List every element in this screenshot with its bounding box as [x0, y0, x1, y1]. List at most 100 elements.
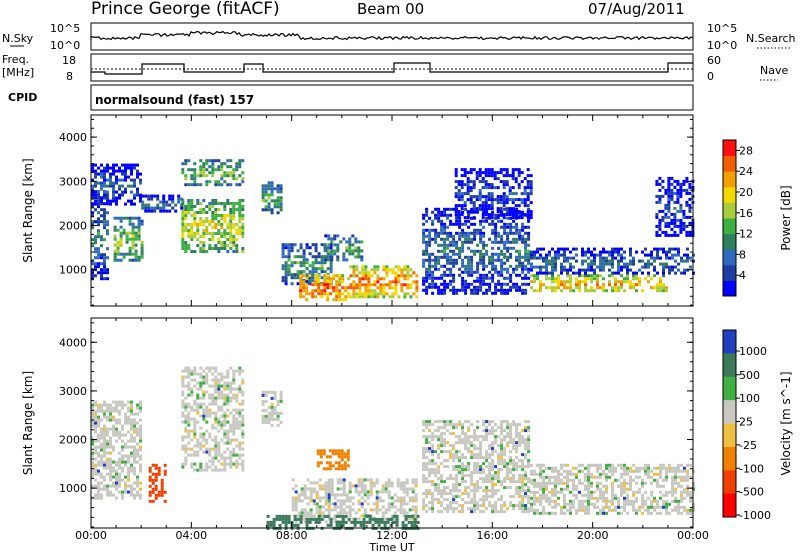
heatmap-cell: [223, 220, 227, 223]
heatmap-cell: [106, 403, 109, 407]
heatmap-cell: [673, 179, 677, 183]
heatmap-cell: [351, 517, 355, 521]
heatmap-cell: [187, 432, 191, 436]
heatmap-cell: [411, 496, 415, 500]
heatmap-cell: [100, 208, 103, 212]
heatmap-cell: [658, 197, 662, 201]
heatmap-cell: [469, 180, 473, 184]
heatmap-cell: [524, 267, 528, 271]
heatmap-cell: [523, 213, 527, 217]
heatmap-cell: [238, 202, 242, 205]
heatmap-cell: [220, 223, 224, 226]
heatmap-cell: [497, 510, 501, 514]
heatmap-cell: [422, 216, 426, 220]
heatmap-cell: [623, 277, 626, 281]
heatmap-cell: [333, 249, 337, 253]
heatmap-cell: [211, 214, 215, 217]
heatmap-cell: [205, 250, 209, 253]
heatmap-cell: [168, 209, 172, 213]
heatmap-cell: [587, 289, 590, 293]
heatmap-cell: [542, 511, 545, 515]
heatmap-cell: [506, 240, 510, 244]
heatmap-cell: [511, 177, 515, 181]
heatmap-cell: [106, 277, 109, 281]
heatmap-cell: [232, 177, 236, 181]
heatmap-cell: [472, 168, 476, 172]
heatmap-cell: [238, 183, 242, 187]
heatmap-cell: [554, 250, 557, 254]
heatmap-cell: [372, 484, 376, 488]
heatmap-cell: [461, 507, 465, 511]
heatmap-cell: [425, 441, 429, 445]
heatmap-cell: [545, 466, 548, 470]
heatmap-cell: [299, 295, 303, 299]
heatmap-cell: [106, 196, 109, 200]
heatmap-cell: [267, 187, 271, 191]
heatmap-cell: [214, 399, 218, 403]
heatmap-cell: [363, 511, 367, 515]
heatmap-cell: [527, 486, 531, 490]
heatmap-cell: [124, 403, 127, 407]
heatmap-cell: [668, 256, 671, 260]
heatmap-cell: [452, 459, 456, 463]
heatmap-cell: [241, 402, 245, 406]
heatmap-cell: [502, 186, 506, 190]
heatmap-cell: [470, 450, 474, 454]
heatmap-cell: [452, 426, 456, 430]
heatmap-cell: [449, 507, 453, 511]
heatmap-cell: [368, 520, 372, 524]
heatmap-cell: [229, 441, 233, 445]
heatmap-cell: [428, 228, 432, 232]
heatmap-cell: [422, 420, 426, 424]
heatmap-cell: [364, 271, 368, 275]
heatmap-cell: [434, 498, 438, 502]
heatmap-cell: [496, 210, 500, 214]
heatmap-cell: [199, 375, 203, 379]
heatmap-cell: [223, 241, 227, 244]
heatmap-cell: [520, 198, 524, 202]
heatmap-cell: [345, 249, 349, 253]
heatmap-cell: [184, 183, 188, 187]
heatmap-cell: [115, 163, 118, 167]
heatmap-cell: [443, 207, 447, 211]
heatmap-cell: [425, 495, 429, 499]
heatmap-cell: [458, 273, 462, 277]
heatmap-cell: [454, 174, 458, 178]
heatmap-cell: [171, 206, 175, 210]
heatmap-cells: [91, 159, 695, 302]
heatmap-cell: [449, 501, 453, 505]
heatmap-cell: [466, 192, 470, 196]
heatmap-cell: [563, 511, 566, 515]
heatmap-cell: [476, 261, 480, 265]
heatmap-cell: [422, 480, 426, 484]
heatmap-cell: [181, 235, 185, 238]
heatmap-cell: [267, 205, 271, 209]
heatmap-cell: [293, 261, 297, 265]
heatmap-cell: [130, 166, 133, 170]
heatmap-cell: [452, 276, 456, 280]
heatmap-cell: [190, 205, 194, 208]
heatmap-cell: [506, 225, 510, 229]
heatmap-cell: [354, 237, 358, 241]
heatmap-cell: [575, 466, 578, 470]
heatmap-cell: [455, 291, 459, 295]
heatmap-cell: [184, 247, 188, 250]
heatmap-cell: [112, 409, 115, 413]
heatmap-cell: [97, 490, 100, 494]
heatmap-cell: [614, 280, 617, 284]
heatmap-cell: [214, 447, 218, 451]
heatmap-cell: [475, 207, 479, 211]
heatmap-cell: [487, 192, 491, 196]
heatmap-cell: [449, 432, 453, 436]
heatmap-cell: [193, 174, 197, 178]
heatmap-cell: [422, 222, 426, 226]
heatmap-cell: [375, 499, 379, 503]
heatmap-cell: [214, 426, 218, 430]
heatmap-cell: [336, 478, 340, 482]
heatmap-cell: [548, 499, 551, 503]
heatmap-cell: [270, 181, 274, 185]
heatmap-cell: [133, 493, 136, 497]
heatmap-cell: [328, 449, 332, 453]
heatmap-cell: [238, 462, 242, 466]
heatmap-cell: [235, 420, 239, 424]
